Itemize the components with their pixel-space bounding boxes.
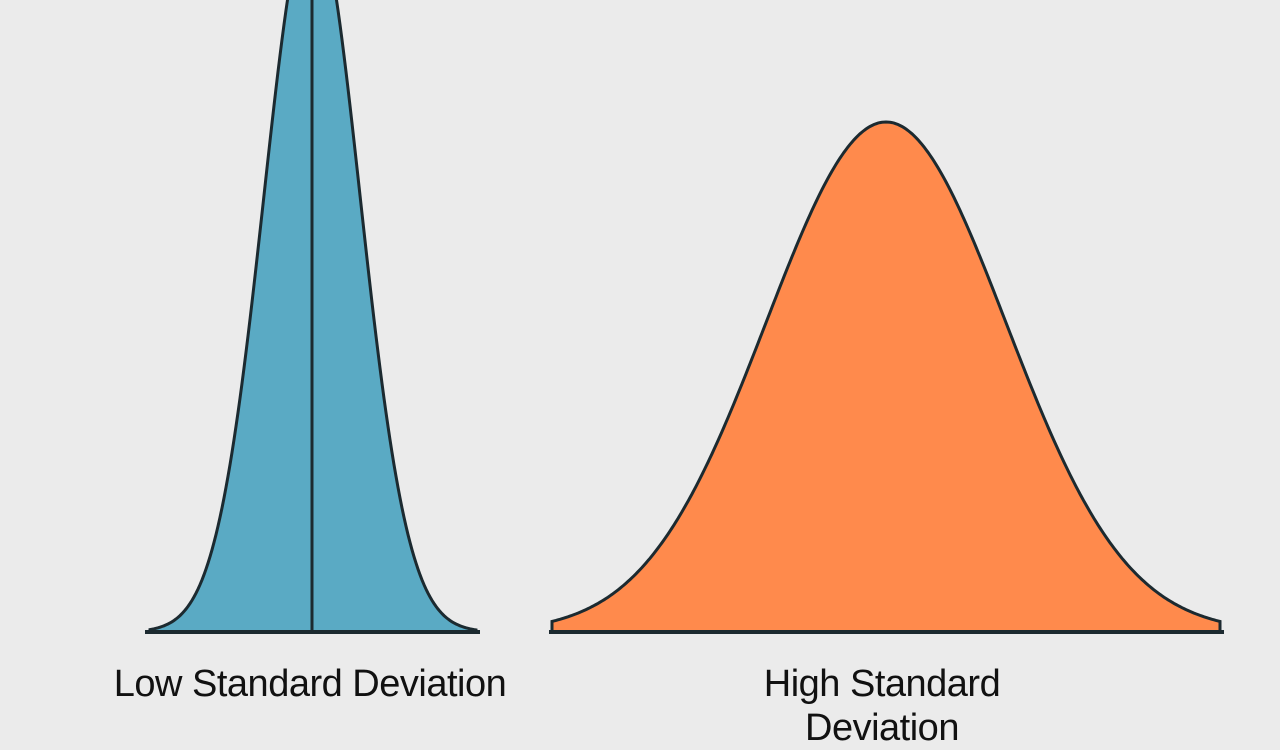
low-std-label: Low Standard Deviation (113, 663, 507, 705)
distribution-diagram (145, 0, 1224, 634)
high-std-curve (550, 120, 1222, 634)
high-std-label: High Standard Deviation (763, 663, 1001, 749)
